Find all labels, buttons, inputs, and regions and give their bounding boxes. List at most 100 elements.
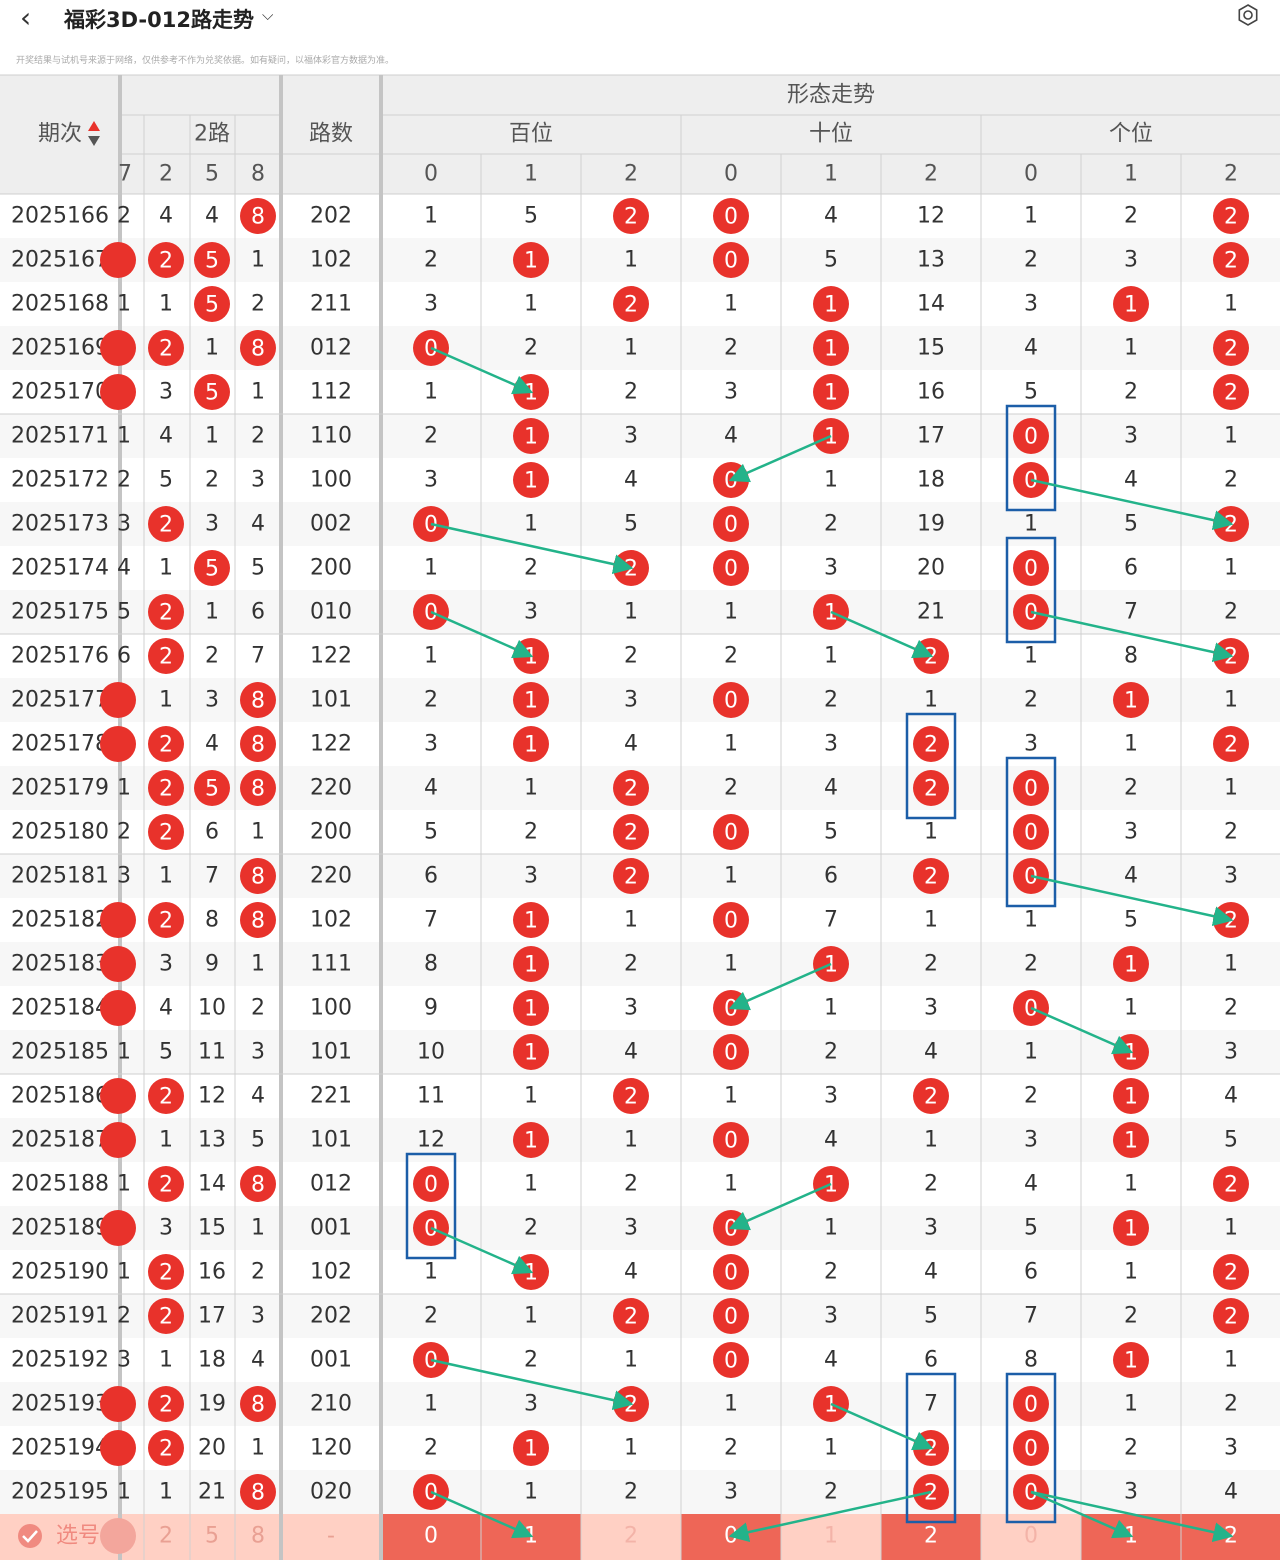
lushu-cell: 122 bbox=[310, 644, 352, 669]
row-stripe bbox=[0, 678, 1280, 722]
trend-cell: 3 bbox=[1224, 1436, 1238, 1461]
trend-cell: 2 bbox=[1224, 1305, 1238, 1330]
trend-cell: 1 bbox=[524, 469, 538, 494]
trend-cell: 1 bbox=[524, 733, 538, 758]
trend-cell: 4 bbox=[1024, 1172, 1038, 1197]
trend-cell: 1 bbox=[524, 1129, 538, 1154]
trend-cell-ball bbox=[513, 1034, 549, 1070]
trend-cell: 12 bbox=[917, 204, 945, 229]
period-cell: 2025186 bbox=[11, 1084, 109, 1109]
sort-up-icon[interactable] bbox=[88, 121, 100, 131]
partial-col-ball bbox=[100, 1386, 136, 1422]
trend-cell: 2 bbox=[1224, 381, 1238, 406]
col-2lu-cell-ball bbox=[148, 242, 184, 278]
lushu-cell: 220 bbox=[310, 864, 352, 889]
trend-cell-ball bbox=[1013, 814, 1049, 850]
trend-cell: 2 bbox=[524, 556, 538, 581]
row-stripe bbox=[0, 1030, 1280, 1074]
select-number-button[interactable] bbox=[0, 1515, 120, 1560]
trend-cell: 2 bbox=[1024, 1084, 1038, 1109]
trend-cell: 3 bbox=[824, 1304, 838, 1329]
settings-icon[interactable] bbox=[1236, 3, 1260, 27]
checkmark-icon[interactable] bbox=[18, 1524, 42, 1548]
column-divider bbox=[279, 75, 283, 1560]
trend-cell: 1 bbox=[1024, 908, 1038, 933]
trend-cell: 7 bbox=[1024, 1304, 1038, 1329]
partial-col-ball bbox=[100, 374, 136, 410]
lushu-cell: 202 bbox=[310, 204, 352, 229]
lushu-header: 路数 bbox=[309, 122, 353, 147]
back-button[interactable]: ‹ bbox=[20, 1, 32, 34]
period-cell: 2025189 bbox=[11, 1216, 109, 1241]
trend-cell-ball bbox=[913, 770, 949, 806]
col-2lu-cell: 8 bbox=[251, 909, 265, 934]
trend-cell: 3 bbox=[624, 996, 638, 1021]
period-cell: 2025177 bbox=[11, 688, 109, 713]
trend-cell-ball bbox=[713, 1298, 749, 1334]
col-2lu-cell: 2 bbox=[205, 468, 219, 493]
partial-col-cell: 2 bbox=[117, 820, 131, 845]
trend-cell: 0 bbox=[1024, 777, 1038, 802]
trend-cell-ball bbox=[913, 1078, 949, 1114]
trend-cell: 2 bbox=[624, 777, 638, 802]
trend-cell: 1 bbox=[524, 249, 538, 274]
col-2lu-cell-ball bbox=[194, 286, 230, 322]
col-2lu-cell-ball bbox=[148, 726, 184, 762]
col-2lu-cell: 3 bbox=[251, 468, 265, 493]
trend-cell: 3 bbox=[1124, 424, 1138, 449]
col-2lu-cell-ball bbox=[194, 242, 230, 278]
col-2lu-cell-ball bbox=[148, 814, 184, 850]
trend-cell: 3 bbox=[1024, 732, 1038, 757]
trend-arrow bbox=[1030, 478, 1234, 531]
col-2lu-cell-ball bbox=[240, 1166, 276, 1202]
trend-cell-ball bbox=[713, 902, 749, 938]
col-2lu-cell-ball bbox=[194, 550, 230, 586]
trend-cell: 2 bbox=[1024, 952, 1038, 977]
lushu-cell: 122 bbox=[310, 732, 352, 757]
partial-col-cell: 2 bbox=[117, 204, 131, 229]
trend-cell-ball bbox=[513, 682, 549, 718]
trend-cell-ball bbox=[1013, 418, 1049, 454]
period-cell: 2025173 bbox=[11, 512, 109, 537]
trend-cell: 1 bbox=[1124, 1392, 1138, 1417]
col-2lu-cell: 4 bbox=[159, 204, 173, 229]
highlight-box bbox=[1005, 536, 1057, 644]
trend-cell-ball bbox=[513, 242, 549, 278]
sort-down-icon[interactable] bbox=[88, 136, 100, 146]
trend-cell: 2 bbox=[524, 336, 538, 361]
trend-cell: 2 bbox=[1124, 380, 1138, 405]
table-header-bg bbox=[0, 75, 1280, 194]
row-stripe bbox=[0, 238, 1280, 282]
partial-col-cell: 1 bbox=[117, 1040, 131, 1065]
col-2lu-cell: 2 bbox=[159, 1173, 173, 1198]
trend-cell: 2 bbox=[624, 293, 638, 318]
chevron-down-icon[interactable]: ⌵ bbox=[262, 6, 274, 24]
trend-cell: 3 bbox=[824, 732, 838, 757]
lushu-cell: 012 bbox=[310, 1172, 352, 1197]
lushu-cell: 111 bbox=[310, 952, 352, 977]
trend-cell: 2 bbox=[624, 1172, 638, 1197]
select-digit-cell: 0 bbox=[424, 1524, 438, 1549]
trend-cell: 8 bbox=[1124, 644, 1138, 669]
col-2lu-cell: 1 bbox=[159, 864, 173, 889]
digit-col-header: 1 bbox=[524, 162, 538, 187]
trend-cell: 4 bbox=[624, 1260, 638, 1285]
trend-cell: 3 bbox=[524, 600, 538, 625]
digit-col-header: 0 bbox=[424, 162, 438, 187]
trend-cell-ball bbox=[1113, 946, 1149, 982]
col-2lu-cell: 2 bbox=[159, 645, 173, 670]
trend-cell: 4 bbox=[1124, 864, 1138, 889]
page-title[interactable]: 福彩3D-012路走势 bbox=[64, 8, 254, 32]
col-2lu-cell-ball bbox=[148, 902, 184, 938]
select-2lu-cell: 2 bbox=[159, 1524, 173, 1549]
trend-cell: 3 bbox=[724, 1480, 738, 1505]
trend-cell: 5 bbox=[1224, 1128, 1238, 1153]
trend-cell: 0 bbox=[724, 1217, 738, 1242]
partial-col-cell: 1 bbox=[117, 292, 131, 317]
trend-cell: 3 bbox=[624, 1216, 638, 1241]
col-2lu-cell: 3 bbox=[205, 512, 219, 537]
trend-cell: 1 bbox=[724, 732, 738, 757]
row-stripe bbox=[0, 1470, 1280, 1514]
col-2lu-cell: 1 bbox=[251, 952, 265, 977]
col-2lu-cell-ball bbox=[148, 1254, 184, 1290]
